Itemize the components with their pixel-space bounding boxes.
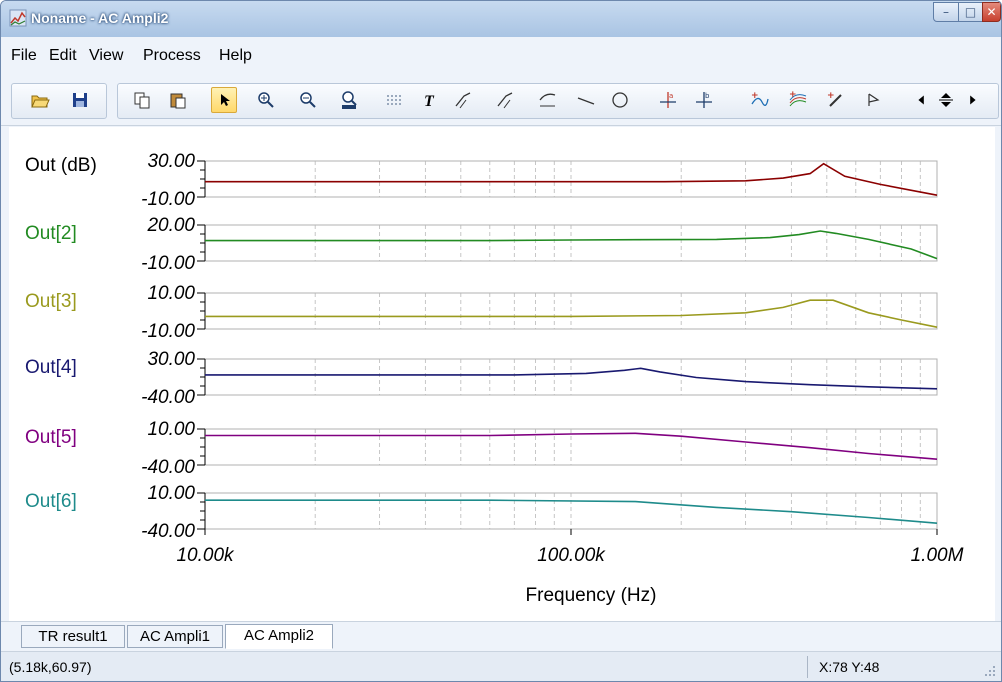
panel-ymin-label: -40.00 xyxy=(141,387,195,408)
open-icon[interactable] xyxy=(27,87,53,113)
trace-label: Out (dB) xyxy=(25,155,97,176)
grid-icon[interactable] xyxy=(381,87,407,113)
zoom-100-icon[interactable] xyxy=(337,87,363,113)
svg-text:b: b xyxy=(705,92,710,100)
marker-3-icon[interactable] xyxy=(535,87,561,113)
x-tick-label: 10.00k xyxy=(176,545,235,566)
tab-ac-ampli2[interactable]: AC Ampli2 xyxy=(225,624,333,649)
window-title: Noname - AC Ampli2 xyxy=(31,10,169,26)
menu-view[interactable]: View xyxy=(89,47,124,64)
trace-line[interactable] xyxy=(205,499,938,524)
minimize-button[interactable]: – xyxy=(933,2,959,22)
scroll-left-icon[interactable] xyxy=(913,87,931,113)
menu-edit[interactable]: Edit xyxy=(49,47,77,64)
menu-file[interactable]: File xyxy=(11,47,37,64)
svg-text:+: + xyxy=(827,91,835,101)
toolbar-group-file xyxy=(11,83,107,119)
resize-grip-icon[interactable] xyxy=(983,664,997,678)
zoom-in-icon[interactable] xyxy=(253,87,279,113)
maximize-button[interactable]: □ xyxy=(958,2,983,22)
cursor-b-icon[interactable]: b xyxy=(691,87,717,113)
panel-ymin-label: -10.00 xyxy=(141,253,195,274)
trace-line[interactable] xyxy=(205,299,938,328)
status-separator xyxy=(807,656,808,678)
toolbar: T a b + + + xyxy=(1,73,1001,126)
trace-label: Out[3] xyxy=(25,291,77,312)
flag-icon[interactable] xyxy=(861,87,887,113)
trace-line[interactable] xyxy=(205,367,938,390)
marker-2-icon[interactable] xyxy=(493,87,519,113)
scroll-right-icon[interactable] xyxy=(963,87,981,113)
svg-text:+: + xyxy=(751,91,759,101)
tab-ac-ampli1[interactable]: AC Ampli1 xyxy=(127,625,223,648)
panel-ymin-label: -10.00 xyxy=(141,321,195,342)
x-axis-title: Frequency (Hz) xyxy=(526,585,657,606)
trace-label: Out[2] xyxy=(25,223,77,244)
title-bar[interactable]: Noname - AC Ampli2 – □ ✕ xyxy=(1,1,1001,37)
menu-bar: File Edit View Process Help xyxy=(1,37,1001,73)
panel-ymax-label: 20.00 xyxy=(146,215,195,236)
panel-ymin-label: -40.00 xyxy=(141,457,195,478)
cursor-a-icon[interactable]: a xyxy=(655,87,681,113)
cursor-position-readout: X:78 Y:48 xyxy=(819,659,880,675)
marker-1-icon[interactable] xyxy=(451,87,477,113)
svg-text:a: a xyxy=(669,92,673,100)
plot-area[interactable]: Out (dB) 30.00 -10.00 Out[2] 20.00 -10.00 Out[… xyxy=(9,127,995,621)
circle-icon[interactable] xyxy=(607,87,633,113)
trace-label: Out[4] xyxy=(25,357,77,378)
panel-ymax-label: 10.00 xyxy=(147,419,195,440)
line-icon[interactable] xyxy=(573,87,599,113)
scroll-updown-icon[interactable] xyxy=(933,87,959,113)
copy-icon[interactable] xyxy=(129,87,155,113)
tab-tr-result1[interactable]: TR result1 xyxy=(21,625,125,648)
x-tick-label: 100.00k xyxy=(537,545,606,566)
panel-ymax-label: 10.00 xyxy=(147,483,195,504)
trace-line[interactable] xyxy=(205,230,938,260)
select-arrow-icon[interactable] xyxy=(211,87,237,113)
zoom-out-icon[interactable] xyxy=(295,87,321,113)
trace-line[interactable] xyxy=(205,162,938,196)
ac-analysis-chart[interactable]: Out (dB) 30.00 -10.00 Out[2] 20.00 -10.00 Out[… xyxy=(9,127,995,621)
cursor-value-readout: (5.18k,60.97) xyxy=(9,659,92,675)
trace-label: Out[5] xyxy=(25,427,77,448)
trace-label: Out[6] xyxy=(25,491,77,512)
panel-ymin-label: -10.00 xyxy=(141,189,195,210)
panel-ymin-label: -40.00 xyxy=(141,521,195,542)
svg-text:+: + xyxy=(789,90,797,100)
paste-icon[interactable] xyxy=(165,87,191,113)
text-icon[interactable]: T xyxy=(417,87,443,113)
add-trace-icon[interactable]: + xyxy=(747,87,773,113)
x-tick-label: 1.00M xyxy=(911,545,964,566)
panel-ymax-label: 10.00 xyxy=(147,283,195,304)
panel-ymax-label: 30.00 xyxy=(147,349,195,370)
menu-help[interactable]: Help xyxy=(219,47,252,64)
trace-line[interactable] xyxy=(205,432,938,460)
close-button[interactable]: ✕ xyxy=(982,2,1001,22)
panel-ymax-label: 30.00 xyxy=(147,151,195,172)
save-icon[interactable] xyxy=(67,87,93,113)
result-tabs: TR result1 AC Ampli1 AC Ampli2 xyxy=(1,621,1001,650)
app-icon xyxy=(9,9,27,27)
pen-icon[interactable]: + xyxy=(823,87,849,113)
status-bar: (5.18k,60.97) X:78 Y:48 xyxy=(1,651,1001,681)
menu-process[interactable]: Process xyxy=(143,47,201,64)
add-traces-icon[interactable]: + xyxy=(785,87,811,113)
svg-text:T: T xyxy=(424,93,435,110)
